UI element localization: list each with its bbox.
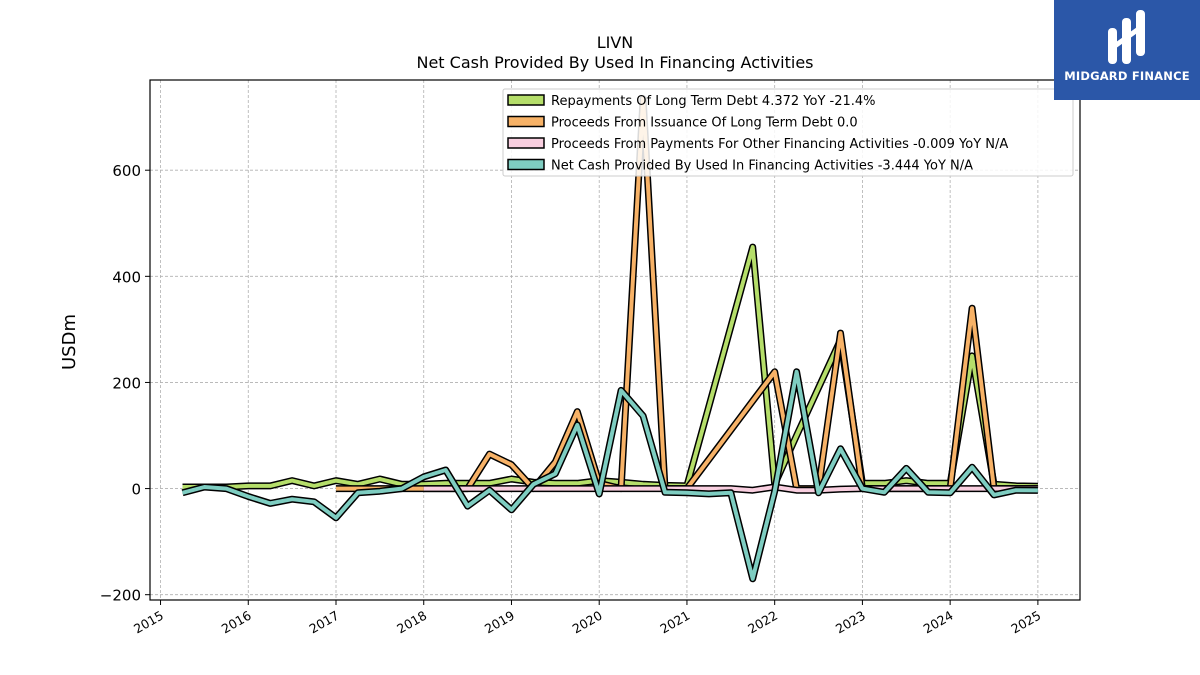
legend-box [502,88,1074,177]
x-tick-label: 2025 [1008,608,1043,637]
x-tick-label: 2023 [833,608,868,637]
x-tick-label: 2018 [394,608,429,637]
y-tick-label: −200 [100,587,141,605]
brand-logo: MIDGARD FINANCE [1054,0,1200,100]
x-tick-label: 2015 [131,608,166,637]
x-tick-label: 2016 [219,608,254,637]
legend: Repayments Of Long Term Debt 4.372 YoY -… [502,88,1074,177]
x-tick-label: 2022 [745,608,780,637]
legend-entry-label: Repayments Of Long Term Debt 4.372 YoY -… [551,94,876,109]
y-tick-label: 600 [112,162,141,180]
y-tick-label: 400 [112,268,141,286]
x-tick-label: 2020 [570,608,605,637]
logo-icon [1108,10,1145,64]
series-line [181,369,1038,581]
y-tick-label: 0 [131,481,141,499]
y-tick-label: 200 [112,374,141,392]
chart-title: LIVN [597,33,634,52]
series-lines [181,95,1038,583]
series-line-outline [181,368,1038,583]
legend-entry-label: Proceeds From Issuance Of Long Term Debt… [551,116,858,131]
x-tick-label: 2017 [306,608,341,637]
legend-entry-label: Proceeds From Payments For Other Financi… [551,137,1008,152]
legend-entry-label: Net Cash Provided By Used In Financing A… [551,159,973,174]
logo-text: MIDGARD FINANCE [1064,69,1190,83]
axes: −200 0 200 400 600 2015 2016 2017 2018 2019 2020 20… [100,162,1044,636]
legend-swatch [507,137,545,149]
legend-swatch [507,158,545,171]
x-tick-label: 2021 [657,608,692,637]
y-axis-label: USDm [59,314,80,370]
x-tick-label: 2019 [482,608,517,637]
legend-swatch [507,94,545,106]
chart-subtitle: Net Cash Provided By Used In Financing A… [416,53,813,72]
x-tick-label: 2024 [921,608,956,637]
legend-swatch [507,115,545,128]
plot-area-frame [149,79,1081,601]
